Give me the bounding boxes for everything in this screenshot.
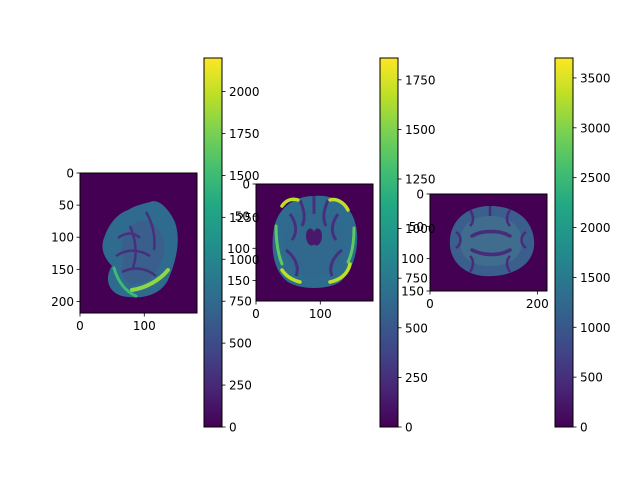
colorbar-tick-label: 250 xyxy=(229,379,252,393)
colorbar-tick-label: 1250 xyxy=(229,211,260,225)
colorbar-tick-label: 0 xyxy=(580,421,588,435)
brain-hyperintensity xyxy=(130,268,170,292)
image-axial xyxy=(430,194,547,291)
colorbar-tick-label: 500 xyxy=(229,337,252,351)
colorbar-tick-label: 250 xyxy=(405,371,428,385)
y-tick-label: 150 xyxy=(51,263,74,277)
colorbar-tick-label: 500 xyxy=(580,371,603,385)
colorbar-tick-label: 1000 xyxy=(405,222,436,236)
colorbar-ticks: 0 500 1000 1500 2000 2500 3000 3500 xyxy=(573,71,611,435)
y-tick-label: 50 xyxy=(59,199,74,213)
y-tick-label: 100 xyxy=(51,231,74,245)
colorbar-tick-label: 1750 xyxy=(405,73,436,87)
colorbar-tick-label: 1750 xyxy=(229,127,260,141)
colorbar-tick-label: 1500 xyxy=(229,169,260,183)
brain-bright-cortex xyxy=(280,197,352,284)
colorbar-tick-label: 1500 xyxy=(405,123,436,137)
y-tick-label: 50 xyxy=(235,210,250,224)
x-tick-label: 200 xyxy=(526,297,549,311)
colorbar-axial: 0 500 1000 1500 2000 2500 3000 3500 xyxy=(554,57,611,435)
axes-frame-axial xyxy=(429,193,548,292)
y-tick-label: 100 xyxy=(401,252,424,266)
colorbar-tick-label: 750 xyxy=(405,272,428,286)
brain-ventricles xyxy=(306,228,322,246)
ticks-axial: 0 200 0 50 100 150 xyxy=(401,188,549,312)
y-tick-label: 200 xyxy=(51,295,74,309)
y-tick-label: 100 xyxy=(227,242,250,256)
colorbar-tick-label: 1500 xyxy=(580,271,611,285)
colorbar-tick-label: 3000 xyxy=(580,121,611,135)
brain-sulci xyxy=(285,196,343,277)
panel-sagittal: 0 100 0 50 100 150 200 xyxy=(51,167,198,334)
y-tick-label: 150 xyxy=(227,274,250,288)
x-tick-label: 100 xyxy=(309,307,332,321)
y-tick-label: 0 xyxy=(416,188,424,202)
colorbar-tick-label: 0 xyxy=(405,421,413,435)
x-tick-label: 100 xyxy=(133,319,156,333)
image-sagittal xyxy=(80,173,197,313)
y-tick-label: 150 xyxy=(401,285,424,299)
brain-bright-rim xyxy=(112,266,138,298)
brain-sulci xyxy=(115,211,157,277)
x-tick-label: 0 xyxy=(426,297,434,311)
brain-sulci xyxy=(455,206,527,273)
colorbar-tick-label: 2000 xyxy=(580,221,611,235)
colorbar-tick-label: 500 xyxy=(405,321,428,335)
y-tick-label: 50 xyxy=(409,220,424,234)
colorbar-gradient xyxy=(203,57,223,428)
ticks-sagittal: 0 100 0 50 100 150 200 xyxy=(51,167,156,334)
x-tick-label: 0 xyxy=(252,307,260,321)
panel-axial: 0 200 0 50 100 150 xyxy=(401,188,549,312)
x-tick-label: 0 xyxy=(76,319,84,333)
colorbar-tick-label: 750 xyxy=(229,295,252,309)
axes-frame-sagittal xyxy=(79,172,198,314)
image-coronal xyxy=(256,184,373,301)
brain-green-cortex xyxy=(274,224,356,266)
colorbar-tick-label: 1250 xyxy=(405,173,436,187)
colorbar-gradient xyxy=(379,57,399,428)
colorbar-tick-label: 2500 xyxy=(580,171,611,185)
colorbar-tick-label: 1000 xyxy=(580,321,611,335)
colorbar-tick-label: 1000 xyxy=(229,253,260,267)
y-tick-label: 0 xyxy=(66,167,74,181)
brain-white-matter xyxy=(460,216,522,266)
colorbar-gradient xyxy=(554,57,574,428)
colorbar-tick-label: 3500 xyxy=(580,71,611,85)
colorbar-tick-label: 2000 xyxy=(229,85,260,99)
brain-ventricles xyxy=(470,229,512,257)
axes-frame-coronal xyxy=(255,183,374,302)
colorbar-tick-label: 0 xyxy=(229,421,237,435)
y-tick-label: 0 xyxy=(242,178,250,192)
